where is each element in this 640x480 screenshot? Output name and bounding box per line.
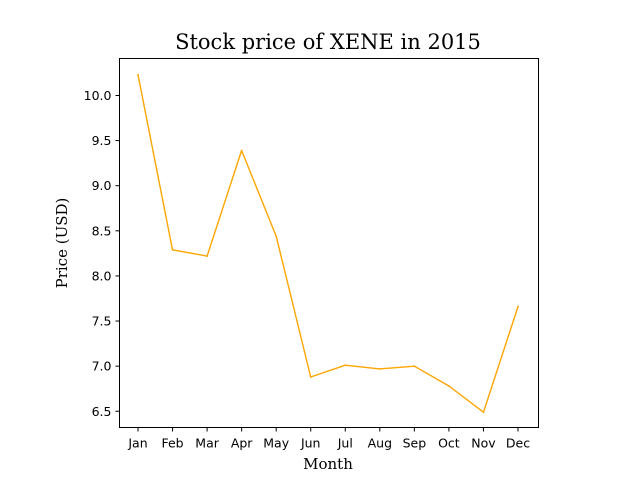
price-line-series <box>137 73 519 413</box>
y-tick-label: 9.5 <box>92 133 112 148</box>
y-axis-label: Price (USD) <box>53 198 71 289</box>
x-tick-label: Nov <box>471 436 496 451</box>
data-point <box>309 376 312 378</box>
series-layer <box>137 73 519 414</box>
y-tick-label: 10.0 <box>84 88 112 103</box>
data-point <box>171 248 174 251</box>
data-point <box>482 411 485 414</box>
x-tick-label: Jan <box>127 436 147 451</box>
x-tick-label: Jul <box>337 436 353 451</box>
x-tick-label: Jun <box>300 436 321 451</box>
data-point <box>206 255 208 257</box>
x-tick-label: Mar <box>195 436 219 451</box>
data-point <box>344 364 347 367</box>
data-point <box>517 305 519 308</box>
x-tick-label: Aug <box>368 436 392 451</box>
x-tick-label: Dec <box>506 436 530 451</box>
x-tick-label: Feb <box>161 436 183 451</box>
x-axis: Jan Feb Mar Apr May Jun Jul Aug Sep Oct Nov Dec <box>127 427 530 451</box>
y-tick-label: 7.0 <box>92 359 112 374</box>
x-axis-label: Month <box>303 455 353 473</box>
y-axis: 6.5 7.0 7.5 8.0 8.5 9.0 9.5 10.0 <box>84 88 120 419</box>
y-tick-label: 6.5 <box>92 404 112 419</box>
data-point <box>240 149 243 152</box>
y-tick-label: 9.0 <box>92 178 112 193</box>
y-tick-label: 7.5 <box>92 314 112 329</box>
y-tick-label: 8.5 <box>92 223 112 238</box>
chart-title: Stock price of XENE in 2015 <box>175 30 481 54</box>
data-point <box>448 385 450 387</box>
x-tick-label: Oct <box>438 436 460 451</box>
data-point <box>137 73 139 76</box>
plot-area-frame <box>119 58 539 428</box>
data-point <box>275 235 278 238</box>
x-tick-label: Apr <box>231 436 253 451</box>
data-point <box>413 365 416 368</box>
data-point <box>378 367 381 370</box>
y-tick-label: 8.0 <box>92 268 112 283</box>
x-tick-label: Sep <box>403 436 427 451</box>
x-tick-label: May <box>263 436 289 451</box>
